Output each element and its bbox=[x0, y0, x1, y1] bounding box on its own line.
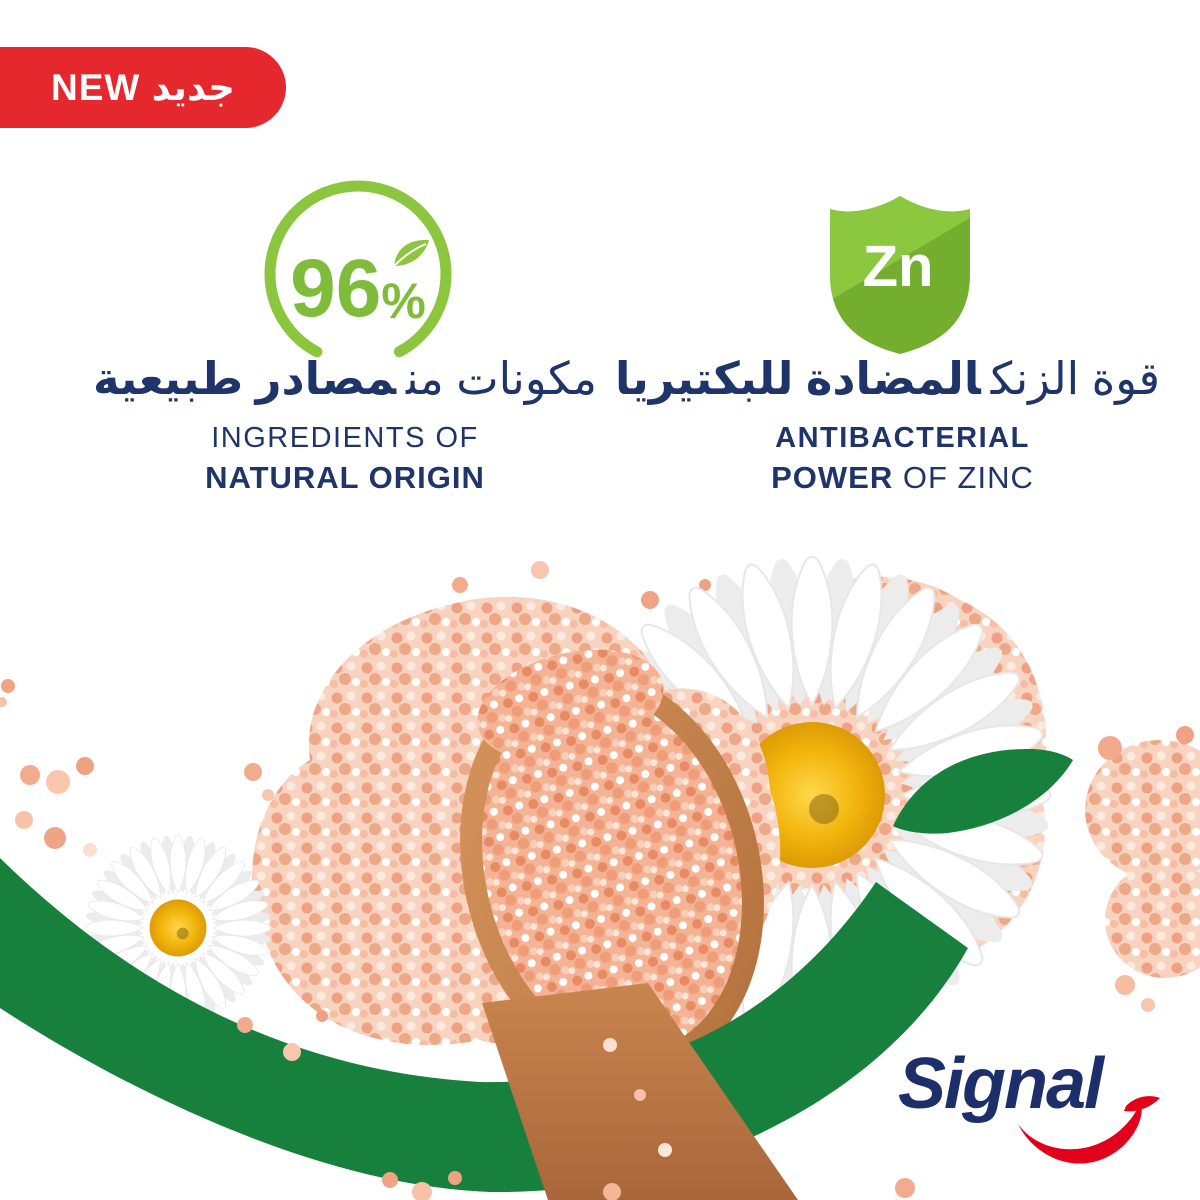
natural-origin-stat: 96 % bbox=[256, 178, 460, 374]
natural-arabic-line: مكونات منمصادر طبيعية bbox=[92, 353, 598, 404]
natural-origin-text: مكونات منمصادر طبيعية INGREDIENTS OF NAT… bbox=[85, 352, 605, 496]
spoon-handle bbox=[482, 983, 798, 1200]
natural-english-line2: NATURAL ORIGIN bbox=[205, 460, 485, 495]
zinc-symbol: Zn bbox=[863, 234, 934, 299]
stat-percent: % bbox=[381, 273, 426, 329]
zinc-shield-icon: Zn bbox=[830, 196, 970, 354]
stat-number: 96 bbox=[290, 243, 382, 334]
zinc-power-text: قوة الزنكالمضادة للبكتيريا ANTIBACTERIAL… bbox=[615, 352, 1160, 496]
zinc-english-line1: ANTIBACTERIAL bbox=[775, 422, 1030, 454]
signal-logo: Signal bbox=[898, 1048, 1188, 1178]
leaf-icon bbox=[393, 239, 429, 267]
signal-wordmark: Signal bbox=[898, 1044, 1104, 1124]
zinc-arabic-line: قوة الزنكالمضادة للبكتيريا bbox=[615, 353, 1160, 404]
natural-english-line1: INGREDIENTS OF bbox=[211, 422, 479, 454]
percent-ring-icon bbox=[264, 180, 452, 368]
salt-crumbs-bottom bbox=[237, 1010, 915, 1200]
smile-swoosh-icon bbox=[1018, 1096, 1160, 1164]
zinc-english-line2: POWER OF ZINC bbox=[771, 460, 1034, 495]
salt-scatter-right bbox=[1085, 726, 1200, 1012]
leaf-icon bbox=[893, 748, 1073, 834]
spoon-bowl bbox=[460, 649, 764, 1075]
new-badge: NEW جديد bbox=[0, 47, 286, 128]
new-badge-label: NEW جديد bbox=[51, 67, 235, 108]
